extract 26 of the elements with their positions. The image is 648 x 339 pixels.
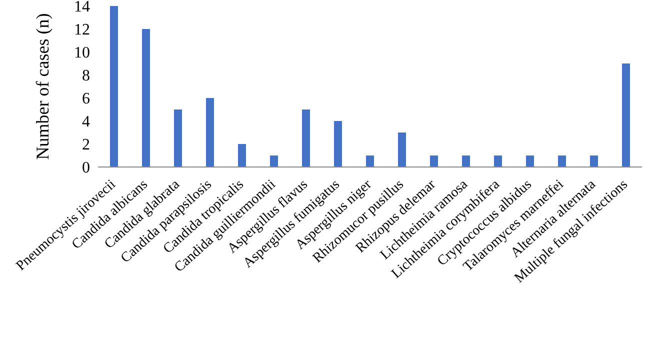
y-axis-title: Number of cases (n) — [32, 13, 52, 160]
y-tick-label: 12 — [74, 22, 90, 39]
bar — [334, 121, 342, 167]
bar — [558, 156, 566, 167]
bar — [174, 110, 182, 167]
bar — [206, 98, 214, 167]
bar — [590, 156, 598, 167]
bar — [398, 132, 406, 167]
y-tick-label: 6 — [82, 90, 90, 108]
bar — [430, 156, 438, 167]
y-tick-label: 4 — [82, 114, 90, 131]
bar — [462, 156, 470, 167]
bar — [270, 156, 278, 167]
bar — [110, 6, 118, 167]
y-tick-label: 10 — [74, 44, 90, 62]
y-tick-label: 8 — [82, 68, 90, 85]
bar — [142, 29, 150, 167]
y-tick-label: 0 — [82, 160, 90, 177]
bar — [494, 156, 502, 167]
y-tick-label: 14 — [74, 0, 90, 16]
bar — [366, 156, 374, 167]
bar — [238, 144, 246, 167]
y-tick-label: 2 — [82, 136, 90, 154]
bar — [302, 110, 310, 167]
bar — [526, 156, 534, 167]
bar — [622, 64, 630, 167]
